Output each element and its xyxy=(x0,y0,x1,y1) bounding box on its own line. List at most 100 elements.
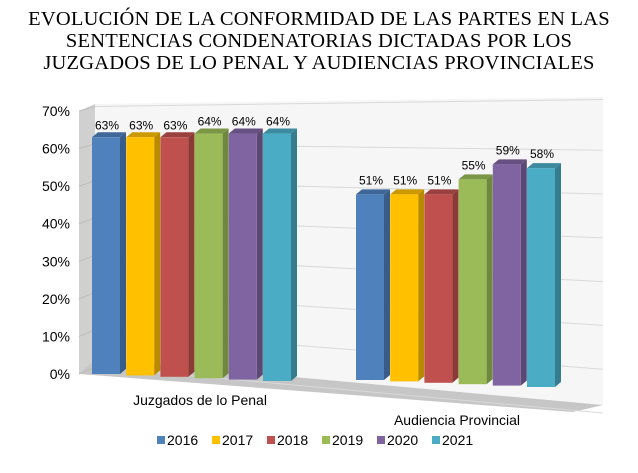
data-label: 51% xyxy=(427,173,451,187)
bar-side xyxy=(222,128,229,379)
bar-0-3 xyxy=(194,128,229,379)
bar-front xyxy=(527,168,555,387)
bar-front xyxy=(263,133,291,381)
bar-1-5 xyxy=(527,163,561,387)
bar-front xyxy=(228,133,257,380)
bar-top xyxy=(356,189,390,195)
bar-side xyxy=(154,132,161,376)
legend-swatch xyxy=(322,436,330,444)
legend-swatch xyxy=(157,436,165,444)
bar-side xyxy=(418,189,425,382)
bar-front xyxy=(356,194,384,380)
bar-front xyxy=(492,164,521,386)
legend-item: 2016 xyxy=(157,432,198,448)
bar-front xyxy=(160,137,189,377)
bar-top xyxy=(458,174,493,180)
bar-top xyxy=(92,132,126,138)
bar-front xyxy=(458,179,487,385)
legend-swatch xyxy=(267,436,275,444)
bar-front xyxy=(390,194,419,382)
bar-top xyxy=(390,189,425,195)
legend-label: 2018 xyxy=(277,432,308,448)
legend-label: 2021 xyxy=(442,432,473,448)
legend-label: 2016 xyxy=(167,432,198,448)
legend-label: 2020 xyxy=(387,432,418,448)
data-label: 59% xyxy=(496,143,520,157)
bar-0-0 xyxy=(92,132,126,374)
bar-top xyxy=(263,128,297,134)
legend-item: 2017 xyxy=(212,432,253,448)
legend-label: 2019 xyxy=(332,432,363,448)
data-label: 63% xyxy=(129,118,153,132)
bar-top xyxy=(228,128,263,134)
data-label: 58% xyxy=(530,147,554,161)
x-tick-label: Juzgados de lo Penal xyxy=(133,392,267,408)
bar-0-5 xyxy=(263,128,297,381)
bar-top xyxy=(527,163,561,169)
bar-front xyxy=(424,194,453,383)
bar-side xyxy=(384,189,390,380)
chart-title-line-3: JUZGADOS DE LO PENAL Y AUDIENCIAS PROVIN… xyxy=(43,52,595,74)
side-wall xyxy=(79,104,95,374)
bar-side xyxy=(486,174,493,385)
bar-1-4 xyxy=(492,159,527,386)
chart-title: EVOLUCIÓN DE LA CONFORMIDAD DE LAS PARTE… xyxy=(0,8,638,74)
chart-title-line-2: SENTENCIAS CONDENATORIAS DICTADAS POR LO… xyxy=(65,30,573,52)
gridline xyxy=(94,98,604,107)
bar-top xyxy=(424,189,459,195)
data-label: 64% xyxy=(198,115,222,129)
legend-item: 2019 xyxy=(322,432,363,448)
bar-side xyxy=(452,189,459,383)
legend-item: 2021 xyxy=(432,432,473,448)
bar-1-0 xyxy=(356,189,390,380)
bar-1-2 xyxy=(424,189,459,383)
bar-0-4 xyxy=(228,128,263,380)
legend-swatch xyxy=(212,436,220,444)
x-axis: Juzgados de lo Penal Audiencia Provincial xyxy=(133,392,520,428)
y-tick-label: 10% xyxy=(42,328,70,344)
chart-bars xyxy=(92,128,561,387)
chart-title-line-1: EVOLUCIÓN DE LA CONFORMIDAD DE LAS PARTE… xyxy=(28,8,610,30)
y-tick-label: 0% xyxy=(50,366,70,382)
data-label: 51% xyxy=(393,173,417,187)
bar-side xyxy=(256,128,263,380)
y-tick-label: 20% xyxy=(42,291,70,307)
legend-swatch xyxy=(432,436,440,444)
data-label: 51% xyxy=(359,173,383,187)
bar-front xyxy=(126,137,155,376)
bar-0-1 xyxy=(126,132,161,376)
y-tick-label: 60% xyxy=(42,141,70,157)
x-tick-label: Audiencia Provincial xyxy=(394,412,520,428)
y-tick-label: 70% xyxy=(42,103,70,119)
data-labels: 63% 63% 63% 64% 64% 64% 51% 51% 51% 55% 59% 58% xyxy=(95,115,554,188)
y-tick-label: 50% xyxy=(42,178,70,194)
bar-side xyxy=(520,159,527,386)
bar-top xyxy=(160,132,195,138)
legend: 2016 2017 2018 2019 2020 2021 xyxy=(157,432,473,448)
data-label: 64% xyxy=(232,115,256,129)
bar-top xyxy=(126,132,161,138)
data-label: 63% xyxy=(95,118,119,132)
bar-1-1 xyxy=(390,189,425,382)
bar-side xyxy=(188,132,195,377)
legend-item: 2018 xyxy=(267,432,308,448)
bar-1-3 xyxy=(458,174,493,385)
bar-side xyxy=(555,163,561,387)
data-label: 64% xyxy=(266,115,290,129)
y-tick-label: 40% xyxy=(42,216,70,232)
legend-label: 2017 xyxy=(222,432,253,448)
data-label: 63% xyxy=(163,118,187,132)
bar-top xyxy=(194,128,229,134)
y-tick-label: 30% xyxy=(42,253,70,269)
bar-0-2 xyxy=(160,132,195,377)
bar-side xyxy=(291,128,297,381)
bar-front xyxy=(194,133,223,379)
bar-side xyxy=(120,132,126,374)
legend-item: 2020 xyxy=(377,432,418,448)
data-label: 55% xyxy=(462,158,486,172)
bar-top xyxy=(492,159,527,165)
gridline-side xyxy=(78,105,96,112)
legend-swatch xyxy=(377,436,385,444)
bar-front xyxy=(92,137,120,374)
